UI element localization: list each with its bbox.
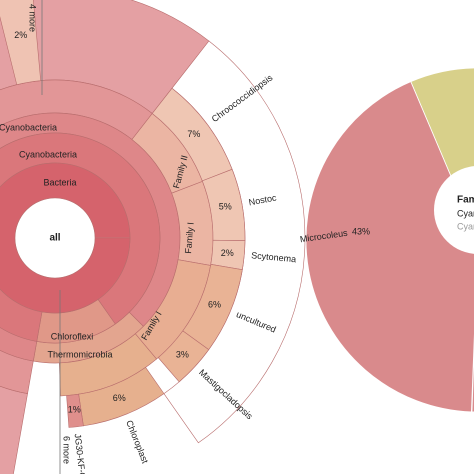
pie-center-line: Cyanob (457, 221, 474, 231)
pie-slice-value: 43% (352, 226, 370, 236)
node-label: Bacteria (43, 177, 76, 187)
center-hole (14, 197, 96, 279)
node-label: Cyanobacteria (19, 149, 77, 159)
node-label: 6 more (62, 436, 72, 464)
node-label: Thermomicrobia (47, 349, 112, 359)
pie-slice (471, 343, 474, 413)
leaf-name: JG30-KF-CM (73, 433, 89, 474)
leaf-name: Nostoc (248, 193, 278, 208)
node-label: Family I (183, 222, 196, 254)
leaf-name: Chloroplast (124, 419, 150, 465)
leaf-value-label: 5% (219, 202, 232, 212)
node-label: Chloroflexi (51, 331, 94, 341)
pie-center-line: Cyanob (457, 208, 474, 218)
leaf-value-label: 2% (221, 248, 234, 258)
leaf-value-label: 7% (187, 129, 200, 139)
leaf-segment (66, 393, 84, 428)
node-label: Cyanobacteria (0, 122, 57, 132)
pie-slice (305, 81, 474, 413)
leaf-value-label: 3% (176, 349, 189, 359)
leaf-value-label: 1% (68, 404, 81, 414)
class-ring (0, 327, 38, 362)
leaf-name: Scytonema (251, 250, 297, 264)
leaf-segment (157, 330, 210, 383)
leaf-value-label: 6% (113, 393, 126, 403)
center-label: all (49, 233, 60, 244)
leaf-value-label: 2% (14, 30, 27, 40)
branch-ring (0, 79, 153, 394)
pie-center-title: Fam (457, 195, 474, 206)
leaf-value-label: 6% (208, 299, 221, 309)
pie-center (434, 166, 474, 254)
leaf-segment (0, 0, 42, 86)
node-label: 4 more (28, 4, 38, 32)
